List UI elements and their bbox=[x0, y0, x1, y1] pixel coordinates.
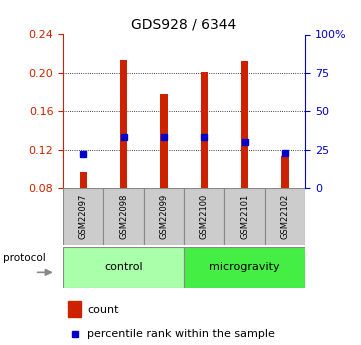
Bar bbox=[104, 188, 144, 245]
Bar bbox=[120, 60, 127, 188]
Text: GSM22102: GSM22102 bbox=[280, 194, 290, 239]
Text: count: count bbox=[87, 305, 119, 315]
Bar bbox=[225, 188, 265, 245]
Text: protocol: protocol bbox=[3, 253, 46, 263]
Bar bbox=[241, 61, 248, 188]
Bar bbox=[201, 72, 208, 188]
Text: GSM22100: GSM22100 bbox=[200, 194, 209, 239]
Text: GSM22099: GSM22099 bbox=[160, 194, 169, 239]
Bar bbox=[265, 188, 305, 245]
Text: percentile rank within the sample: percentile rank within the sample bbox=[87, 329, 275, 339]
Bar bbox=[160, 94, 168, 188]
Bar bbox=[281, 156, 288, 188]
Title: GDS928 / 6344: GDS928 / 6344 bbox=[131, 18, 237, 32]
Text: GSM22097: GSM22097 bbox=[79, 194, 88, 239]
Bar bbox=[144, 188, 184, 245]
Bar bbox=[63, 188, 104, 245]
Bar bbox=[68, 302, 81, 317]
Text: GSM22098: GSM22098 bbox=[119, 194, 128, 239]
Bar bbox=[80, 172, 87, 188]
Bar bbox=[184, 188, 225, 245]
Text: microgravity: microgravity bbox=[209, 263, 280, 272]
Bar bbox=[184, 247, 305, 288]
Bar bbox=[63, 247, 184, 288]
Text: GSM22101: GSM22101 bbox=[240, 194, 249, 239]
Text: control: control bbox=[104, 263, 143, 272]
